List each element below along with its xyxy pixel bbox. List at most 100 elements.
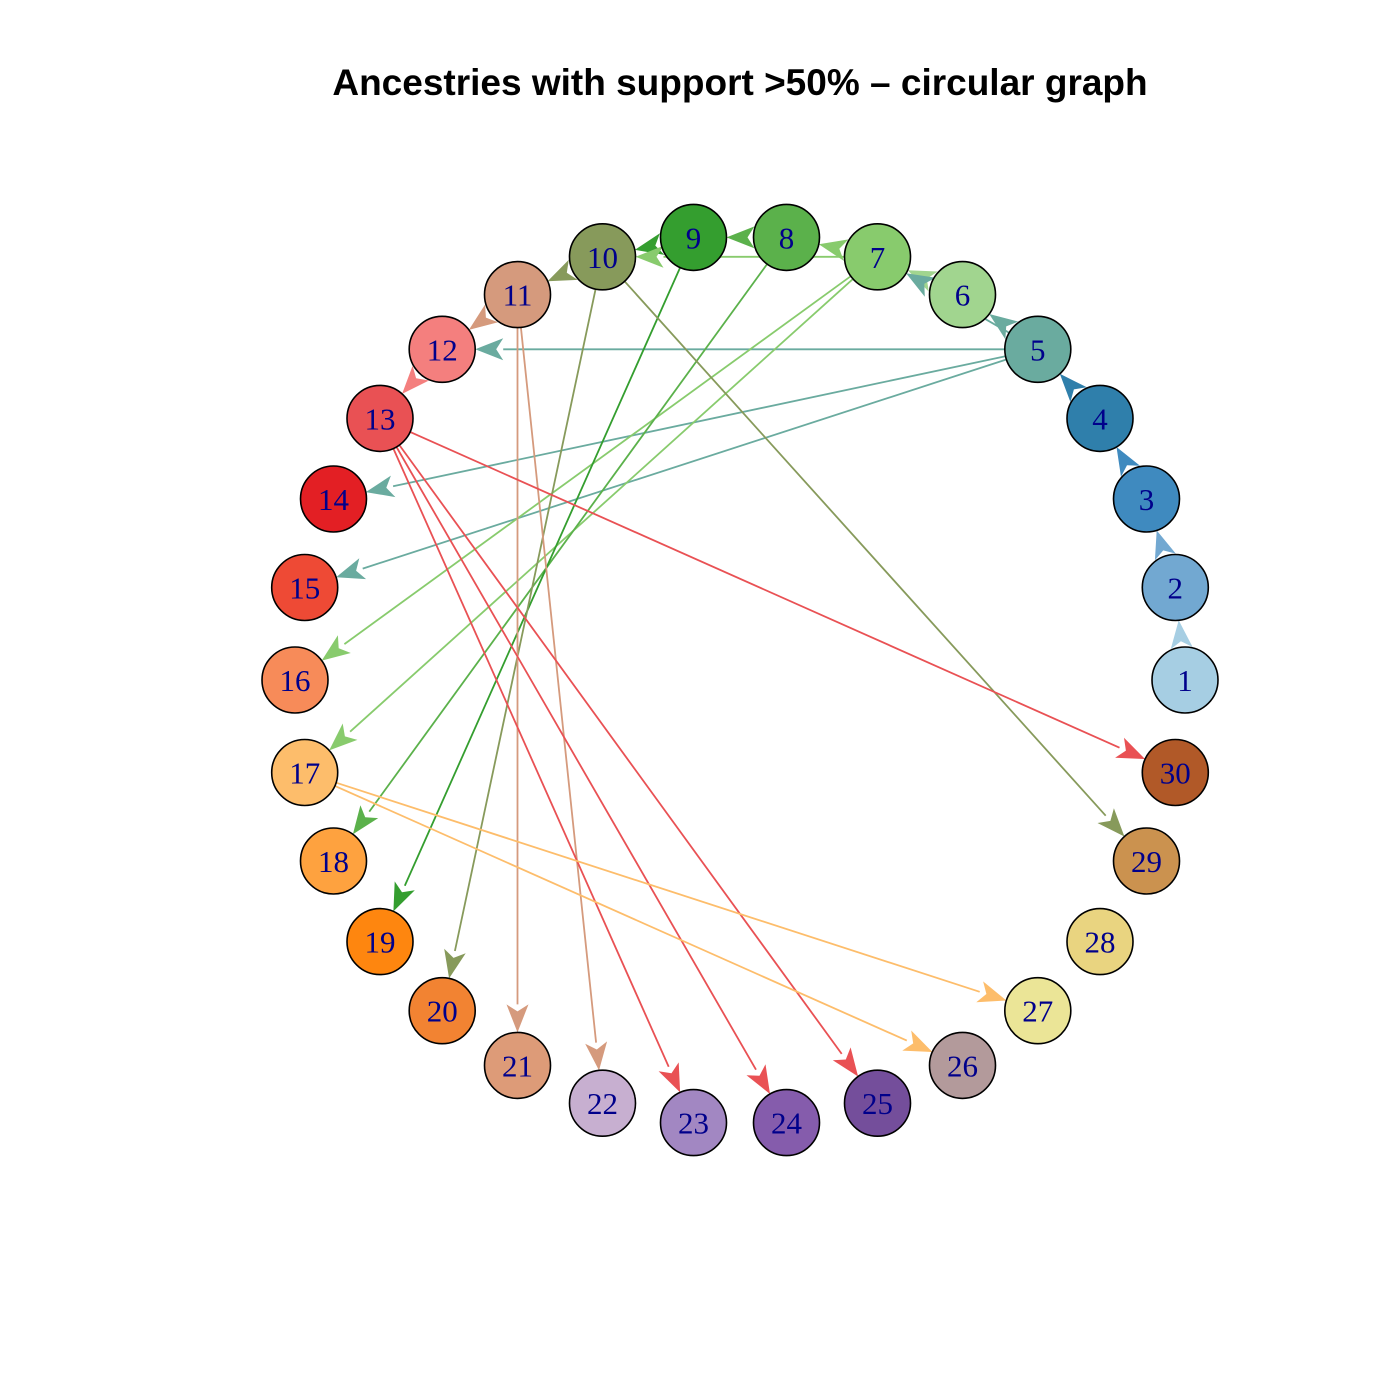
node-circle	[261, 646, 329, 714]
node-circle	[568, 222, 637, 291]
edge-13-to-30	[409, 431, 1146, 760]
node-circle	[346, 907, 414, 976]
node-7: 7	[843, 222, 912, 291]
node-circle	[928, 1031, 997, 1100]
edge-10-to-20	[444, 288, 597, 979]
edge-arrowhead	[468, 304, 499, 330]
node-1: 1	[1151, 646, 1219, 714]
edge-arrowhead	[352, 805, 379, 835]
node-circle	[408, 976, 477, 1045]
edge-arrowhead	[989, 314, 1019, 340]
node-label: 15	[289, 571, 320, 606]
edge-arrowhead	[506, 1004, 529, 1033]
edge-arrowhead	[746, 1064, 770, 1094]
edge-9-to-19	[393, 267, 681, 912]
edge-line	[403, 267, 681, 887]
node-label: 19	[365, 925, 396, 960]
node-16: 16	[261, 646, 329, 714]
edge-line	[623, 280, 1107, 817]
node-label: 13	[365, 401, 396, 436]
node-circle	[843, 1069, 912, 1137]
node-label: 6	[955, 278, 971, 313]
node-circle	[483, 1031, 552, 1100]
edge-arrowhead	[906, 273, 936, 297]
edge-line	[335, 781, 980, 993]
node-label: 24	[771, 1106, 803, 1141]
edge-arrowhead	[1154, 530, 1176, 561]
edge-arrowhead	[832, 1047, 859, 1077]
node-13: 13	[346, 384, 414, 453]
node-label: 27	[1022, 994, 1053, 1029]
node-21: 21	[483, 1031, 552, 1100]
node-circle	[1141, 553, 1210, 622]
node-label: 11	[503, 278, 533, 313]
node-circle	[270, 553, 339, 622]
edge-arrowhead	[475, 338, 504, 361]
node-label: 2	[1168, 571, 1184, 606]
node-label: 18	[318, 844, 349, 879]
node-circle	[1112, 465, 1181, 533]
node-label: 21	[502, 1048, 533, 1083]
edge-line	[349, 278, 854, 733]
edge-13-to-24	[395, 446, 770, 1094]
node-29: 29	[1112, 827, 1181, 895]
edge-line	[343, 275, 852, 645]
node-circle	[299, 465, 368, 533]
edge-line	[520, 327, 597, 1043]
edge-line	[334, 785, 908, 1042]
edge-1-to-2	[1170, 620, 1193, 650]
node-circle	[1141, 738, 1210, 807]
node-circle	[1004, 976, 1072, 1045]
edge-arrowhead	[1116, 447, 1140, 477]
edge-10-to-29	[623, 280, 1125, 837]
node-circle	[659, 1088, 728, 1157]
node-4: 4	[1066, 384, 1134, 453]
node-label: 25	[862, 1086, 893, 1121]
node-label: 22	[587, 1086, 618, 1121]
node-14: 14	[299, 465, 368, 533]
node-circle	[346, 384, 414, 453]
node-circle	[483, 260, 552, 329]
node-label: 3	[1139, 482, 1155, 517]
node-circle	[568, 1069, 637, 1137]
edge-17-to-26	[334, 785, 933, 1052]
edge-line	[398, 444, 843, 1055]
edge-5-to-12	[475, 338, 1005, 361]
edge-arrowhead	[329, 723, 358, 751]
edge-5-to-15	[336, 358, 1007, 580]
edge-7-to-16	[321, 275, 852, 661]
edges-layer	[321, 226, 1193, 1094]
node-18: 18	[299, 827, 368, 895]
graph-title: Ancestries with support >50% – circular …	[332, 62, 1147, 103]
node-24: 24	[752, 1088, 821, 1157]
node-label: 9	[686, 220, 702, 255]
edge-arrowhead	[393, 881, 415, 912]
edge-arrowhead	[635, 245, 664, 268]
edge-arrowhead	[321, 635, 351, 661]
node-17: 17	[270, 738, 339, 807]
edge-arrowhead	[365, 475, 396, 498]
node-circle	[1112, 827, 1181, 895]
node-19: 19	[346, 907, 414, 976]
edge-arrowhead	[1170, 620, 1193, 650]
node-28: 28	[1066, 907, 1134, 976]
node-circle	[1066, 384, 1134, 453]
edge-line	[392, 448, 670, 1068]
node-12: 12	[408, 315, 477, 384]
edge-line	[409, 431, 1120, 749]
node-circle	[843, 222, 912, 291]
edge-arrowhead	[1097, 808, 1125, 837]
node-3: 3	[1112, 465, 1181, 533]
edge-arrowhead	[1059, 373, 1087, 402]
node-label: 17	[289, 756, 320, 791]
node-label: 29	[1131, 844, 1162, 879]
edge-arrowhead	[902, 1030, 933, 1052]
node-25: 25	[843, 1069, 912, 1137]
edge-arrowhead	[658, 1062, 681, 1093]
node-circle	[270, 738, 339, 807]
node-11: 11	[483, 260, 552, 329]
node-label: 23	[678, 1106, 709, 1141]
node-label: 26	[947, 1048, 978, 1083]
edge-11-to-22	[520, 327, 608, 1071]
